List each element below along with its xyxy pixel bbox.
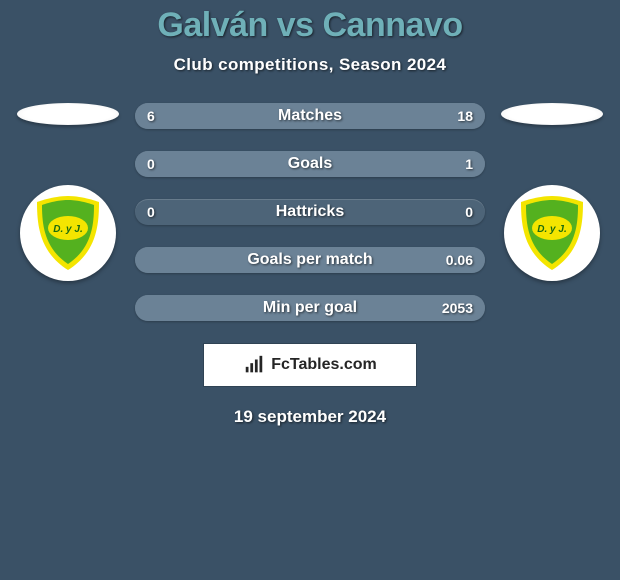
brand-box: FcTables.com — [203, 343, 417, 387]
club-initials: D. y J. — [53, 224, 82, 235]
player-right-col: D. y J. — [497, 103, 607, 281]
shield-icon: D. y J. — [33, 194, 103, 272]
club-left-badge: D. y J. — [20, 185, 116, 281]
stat-label: Matches — [135, 103, 485, 129]
stat-row: 618Matches — [135, 103, 485, 129]
stat-label: Goals per match — [135, 247, 485, 273]
player-left-avatar — [17, 103, 119, 125]
comparison-card: Galván vs Cannavo Club competitions, Sea… — [0, 0, 620, 580]
club-right-badge: D. y J. — [504, 185, 600, 281]
shield-icon: D. y J. — [517, 194, 587, 272]
stat-row: 01Goals — [135, 151, 485, 177]
stat-bars: 618Matches 01Goals 00Hattricks 0.06Goals pe… — [135, 103, 485, 321]
stat-row: 0.06Goals per match — [135, 247, 485, 273]
chart-icon — [243, 354, 265, 376]
page-subtitle: Club competitions, Season 2024 — [0, 55, 620, 75]
club-initials: D. y J. — [537, 224, 566, 235]
brand-text: FcTables.com — [271, 356, 377, 374]
player-right-avatar — [501, 103, 603, 125]
page-title: Galván vs Cannavo — [0, 6, 620, 45]
stat-label: Min per goal — [135, 295, 485, 321]
stat-label: Hattricks — [135, 199, 485, 225]
stat-row: 00Hattricks — [135, 199, 485, 225]
footer-date: 19 september 2024 — [0, 407, 620, 427]
main-layout: D. y J. 618Matches 01Goals 00Hattricks 0.06… — [0, 103, 620, 321]
player-left-col: D. y J. — [13, 103, 123, 281]
stat-label: Goals — [135, 151, 485, 177]
stat-row: 2053Min per goal — [135, 295, 485, 321]
